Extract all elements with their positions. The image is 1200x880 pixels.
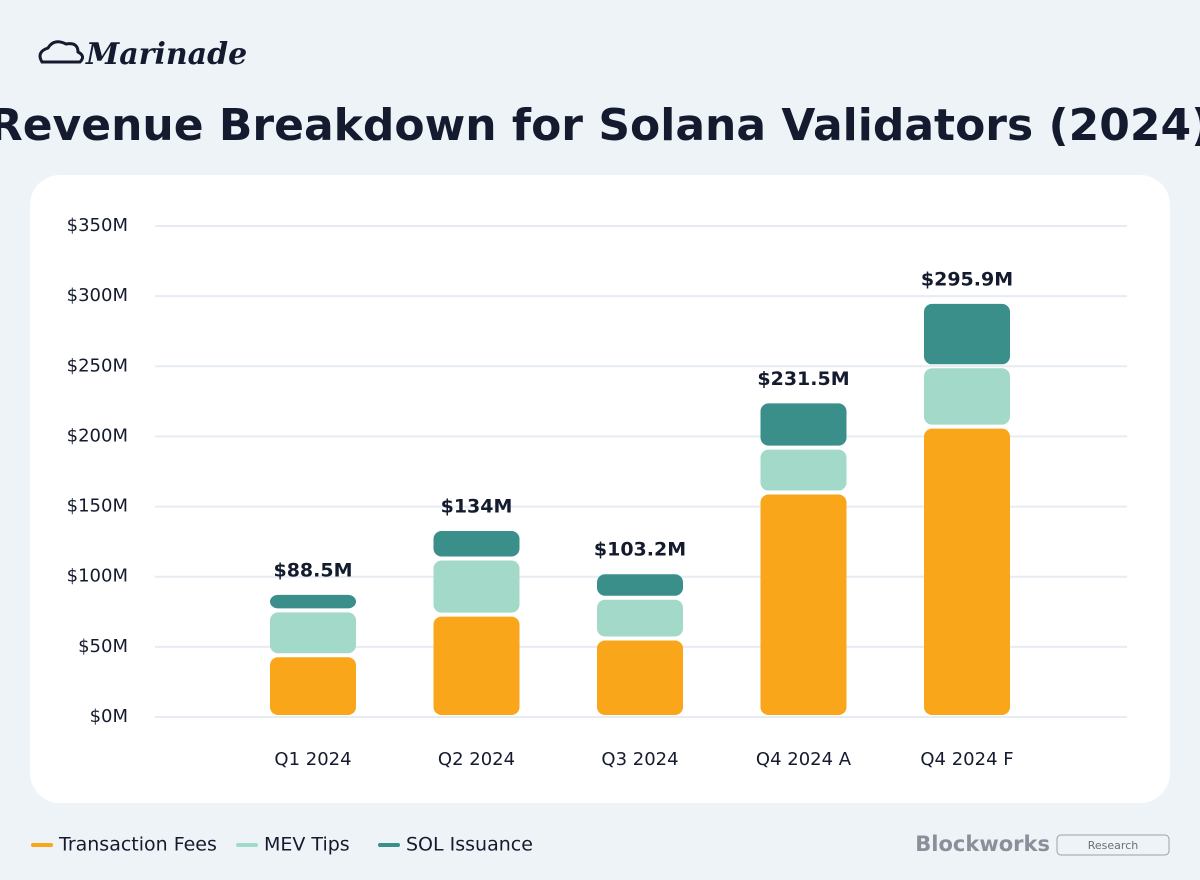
- bar-segment: [760, 449, 847, 491]
- y-tick-label: $350M: [67, 215, 128, 236]
- brand-logo: Marinade: [38, 37, 247, 72]
- footer-tag: Research: [1088, 839, 1138, 852]
- total-label: $88.5M: [273, 559, 352, 581]
- legend-label: SOL Issuance: [406, 834, 533, 856]
- y-tick-label: $50M: [78, 636, 128, 657]
- y-tick-label: $100M: [67, 566, 128, 587]
- logo-icon: [38, 40, 85, 64]
- y-tick-label: $150M: [67, 496, 128, 517]
- footer-brand: Blockworks: [915, 832, 1050, 856]
- brand-name: Marinade: [85, 37, 247, 72]
- chart-title: Revenue Breakdown for Solana Validators …: [0, 100, 1200, 151]
- legend-label: Transaction Fees: [58, 834, 217, 856]
- y-tick-label: $0M: [90, 706, 128, 727]
- legend-label: MEV Tips: [264, 834, 350, 856]
- x-tick-label: Q4 2024 F: [920, 749, 1013, 770]
- bar-segment: [760, 494, 847, 715]
- bar-segment: [433, 616, 520, 715]
- bar-segment: [597, 640, 683, 715]
- footer-tag-box: [1056, 834, 1170, 856]
- bar-segment: [433, 531, 520, 557]
- y-tick-label: $250M: [67, 355, 128, 376]
- total-label: $295.9M: [921, 268, 1013, 290]
- bar-segment: [270, 594, 356, 609]
- bar-segment: [760, 403, 847, 446]
- bar-segment: [433, 560, 520, 613]
- x-tick-label: Q1 2024: [274, 749, 351, 770]
- y-tick-label: $300M: [67, 285, 128, 306]
- bar-segment: [270, 612, 356, 654]
- total-label: $134M: [441, 496, 513, 518]
- total-label: $231.5M: [757, 368, 849, 390]
- bar-segment: [924, 303, 1010, 365]
- x-tick-label: Q4 2024 A: [756, 749, 852, 770]
- x-tick-label: Q2 2024: [438, 749, 515, 770]
- x-tick-label: Q3 2024: [601, 749, 678, 770]
- bar-segment: [597, 599, 683, 637]
- y-tick-label: $200M: [67, 425, 128, 446]
- bar-segment: [597, 574, 683, 596]
- bar-segment: [924, 368, 1010, 425]
- bar-segment: [924, 428, 1010, 715]
- bar-segment: [270, 657, 356, 715]
- total-label: $103.2M: [594, 539, 686, 561]
